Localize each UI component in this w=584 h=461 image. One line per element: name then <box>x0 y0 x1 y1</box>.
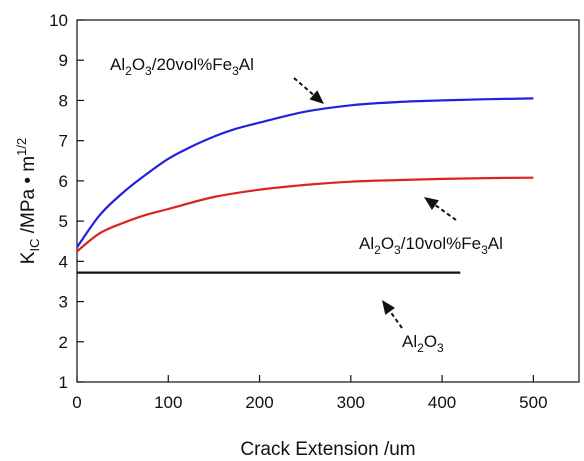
y-tick-label: 4 <box>59 252 68 271</box>
x-tick-label: 200 <box>245 393 273 412</box>
annotation-label-2: Al2O3 <box>402 332 444 355</box>
y-axis-label-sup: 1/2 <box>14 138 29 156</box>
y-tick-label: 3 <box>59 293 68 312</box>
y-axis-label: KIC /MPa • m1/2 <box>14 138 42 264</box>
y-tick-label: 8 <box>59 91 68 110</box>
annotation-arrow-head-1 <box>424 197 439 210</box>
annotation-arrow-head-2 <box>382 300 395 315</box>
y-tick-label: 6 <box>59 172 68 191</box>
y-tick-label: 9 <box>59 51 68 70</box>
annotation-label-0: Al2O3/20vol%Fe3Al <box>110 55 254 78</box>
x-axis-label: Crack Extension /um <box>240 439 415 460</box>
y-tick-label: 2 <box>59 333 68 352</box>
y-tick-label: 1 <box>59 373 68 392</box>
y-tick-label: 7 <box>59 132 68 151</box>
y-axis-label-main: K <box>18 251 39 264</box>
plot-frame <box>77 20 579 382</box>
y-tick-label: 10 <box>49 11 68 30</box>
x-tick-label: 500 <box>519 393 547 412</box>
x-tick-label: 400 <box>428 393 456 412</box>
y-axis-label-sub: IC <box>27 239 42 252</box>
x-tick-label: 300 <box>337 393 365 412</box>
x-tick-label: 100 <box>154 393 182 412</box>
y-tick-label: 5 <box>59 212 68 231</box>
series-line-0 <box>77 98 533 247</box>
annotation-arrow-shaft-1 <box>435 205 456 220</box>
y-axis-label-rest: /MPa • m <box>18 156 39 239</box>
annotation-arrow-shaft-0 <box>294 78 313 95</box>
x-tick-label: 0 <box>72 393 81 412</box>
annotation-label-1: Al2O3/10vol%Fe3Al <box>359 234 503 257</box>
annotation-arrow-shaft-2 <box>390 311 402 328</box>
